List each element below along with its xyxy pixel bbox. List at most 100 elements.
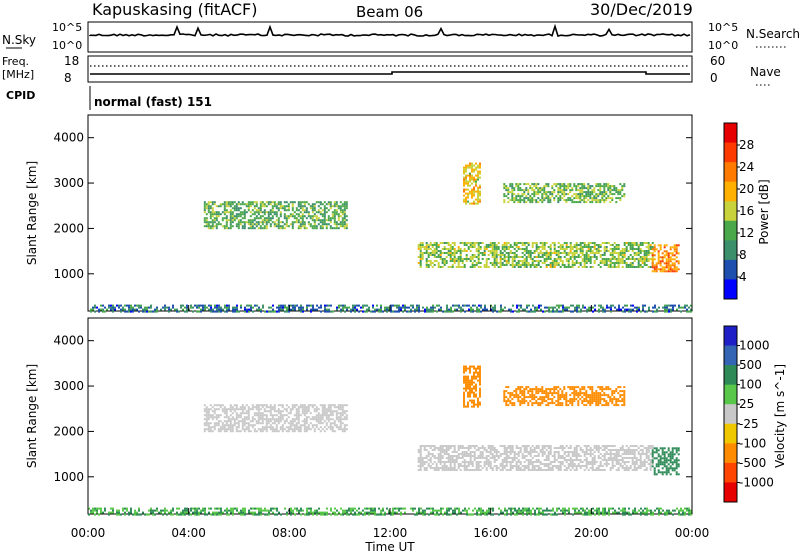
scatter-cell-mark	[599, 201, 602, 204]
scatter-cell-mark	[207, 223, 210, 226]
scatter-cell-mark	[299, 428, 302, 431]
scatter-cell-mark	[517, 396, 520, 399]
scatter-cell-mark	[473, 395, 475, 398]
scatter-cell-mark	[425, 252, 428, 254]
scatter-cell-mark	[527, 254, 530, 256]
scatter-cell-mark	[303, 404, 306, 407]
scatter-cell-mark	[599, 185, 602, 188]
scatter-cell-mark	[433, 260, 436, 262]
scatter-cell-mark	[118, 306, 120, 309]
scatter-cell-mark	[211, 414, 214, 417]
scatter-cell-mark	[581, 258, 584, 260]
scatter-cell-mark	[521, 390, 524, 393]
scatter-cell-mark	[303, 205, 306, 208]
scatter-cell-mark	[436, 304, 438, 307]
scatter-cell-mark	[267, 410, 270, 413]
scatter-cell-mark	[295, 416, 298, 419]
scatter-cell-mark	[559, 258, 562, 260]
scatter-cell-mark	[507, 455, 510, 457]
scatter-cell-mark	[564, 306, 566, 309]
scatter-cell-mark	[160, 308, 162, 311]
scatter-cell-mark	[573, 390, 576, 393]
scatter-cell-mark	[174, 308, 176, 311]
scatter-cell-mark	[463, 399, 465, 402]
scatter-cell-mark	[669, 248, 672, 251]
scatter-cell-mark	[330, 304, 332, 307]
scatter-cell-mark	[467, 401, 469, 404]
scatter-cell-mark	[441, 465, 444, 467]
scatter-cell-mark	[303, 424, 306, 427]
scatter-cell-mark	[557, 461, 560, 463]
scatter-cell-mark	[598, 308, 600, 311]
scatter-cell-mark	[310, 304, 312, 307]
scatter-cell-mark	[469, 367, 471, 370]
scatter-cell-mark	[519, 402, 522, 405]
scatter-cell-mark	[224, 306, 226, 309]
scatter-cell-mark	[311, 225, 314, 228]
scatter-cell-mark	[655, 268, 658, 271]
scatter-cell-mark	[603, 191, 606, 194]
scatter-cell-mark	[261, 426, 264, 429]
scatter-cell-mark	[565, 394, 568, 397]
scatter-cell-mark	[511, 260, 514, 262]
scatter-cell-mark	[561, 185, 564, 188]
scatter-cell-mark	[593, 461, 596, 463]
scatter-cell-mark	[487, 463, 490, 465]
scatter-cell-mark	[559, 252, 562, 254]
scatter-cell-mark	[597, 449, 600, 451]
scatter-cell-mark	[209, 416, 212, 419]
scatter-cell-mark	[396, 310, 398, 313]
scatter-cell-mark	[245, 221, 248, 224]
scatter-cell-mark	[453, 469, 456, 471]
scatter-cell-mark	[491, 264, 494, 266]
cpid-label: CPID	[6, 89, 35, 102]
scatter-cell-mark	[229, 420, 232, 423]
scatter-cell-mark	[481, 242, 484, 244]
scatter-cell-mark	[251, 225, 254, 228]
scatter-cell-mark	[631, 459, 634, 461]
scatter-cell-mark	[589, 388, 592, 391]
scatter-cell-mark	[630, 310, 632, 313]
scatter-cell-mark	[578, 310, 580, 313]
scatter-cell-mark	[241, 410, 244, 413]
scatter-cell-mark	[563, 252, 566, 254]
scatter-cell-mark	[645, 449, 648, 451]
scatter-cell-mark	[221, 426, 224, 429]
scatter-cell-mark	[203, 207, 206, 210]
scatter-cell-mark	[283, 209, 286, 212]
scatter-cell-mark	[223, 408, 226, 411]
scatter-cell-mark	[617, 248, 620, 250]
scatter-cell-mark	[209, 428, 212, 431]
scatter-cell-mark	[593, 469, 596, 471]
scatter-cell-mark	[235, 213, 238, 216]
scatter-cell-mark	[609, 264, 612, 266]
scatter-cell-mark	[465, 365, 467, 368]
scatter-cell-mark	[215, 227, 218, 230]
scatter-cell-mark	[589, 467, 592, 469]
scatter-cell-mark	[591, 201, 594, 204]
scatter-cell-mark	[475, 198, 477, 201]
scatter-cell-mark	[315, 416, 318, 419]
scatter-cell-mark	[541, 199, 544, 202]
scatter-cell-mark	[271, 426, 274, 429]
scatter-cell-mark	[229, 227, 232, 230]
scatter-cell-mark	[573, 185, 576, 188]
scatter-cell-mark	[421, 252, 424, 254]
scatter-cell-mark	[459, 256, 462, 258]
scatter-cell-mark	[575, 197, 578, 200]
scatter-cell-mark	[555, 447, 558, 449]
scatter-cell-mark	[519, 256, 522, 258]
scatter-cell-mark	[581, 187, 584, 190]
scatter-cell-mark	[603, 388, 606, 391]
scatter-cell-mark	[589, 258, 592, 260]
scatter-cell-mark	[449, 461, 452, 463]
scatter-cell-mark	[295, 213, 298, 216]
scatter-cell-mark	[561, 252, 564, 254]
scatter-cell-mark	[307, 428, 310, 431]
scatter-cell-mark	[223, 201, 226, 204]
scatter-cell-mark	[220, 308, 222, 311]
scatter-cell-mark	[259, 203, 262, 206]
scatter-cell-mark	[667, 268, 670, 271]
scatter-cell-mark	[551, 252, 554, 254]
scatter-cell-mark	[463, 198, 465, 201]
